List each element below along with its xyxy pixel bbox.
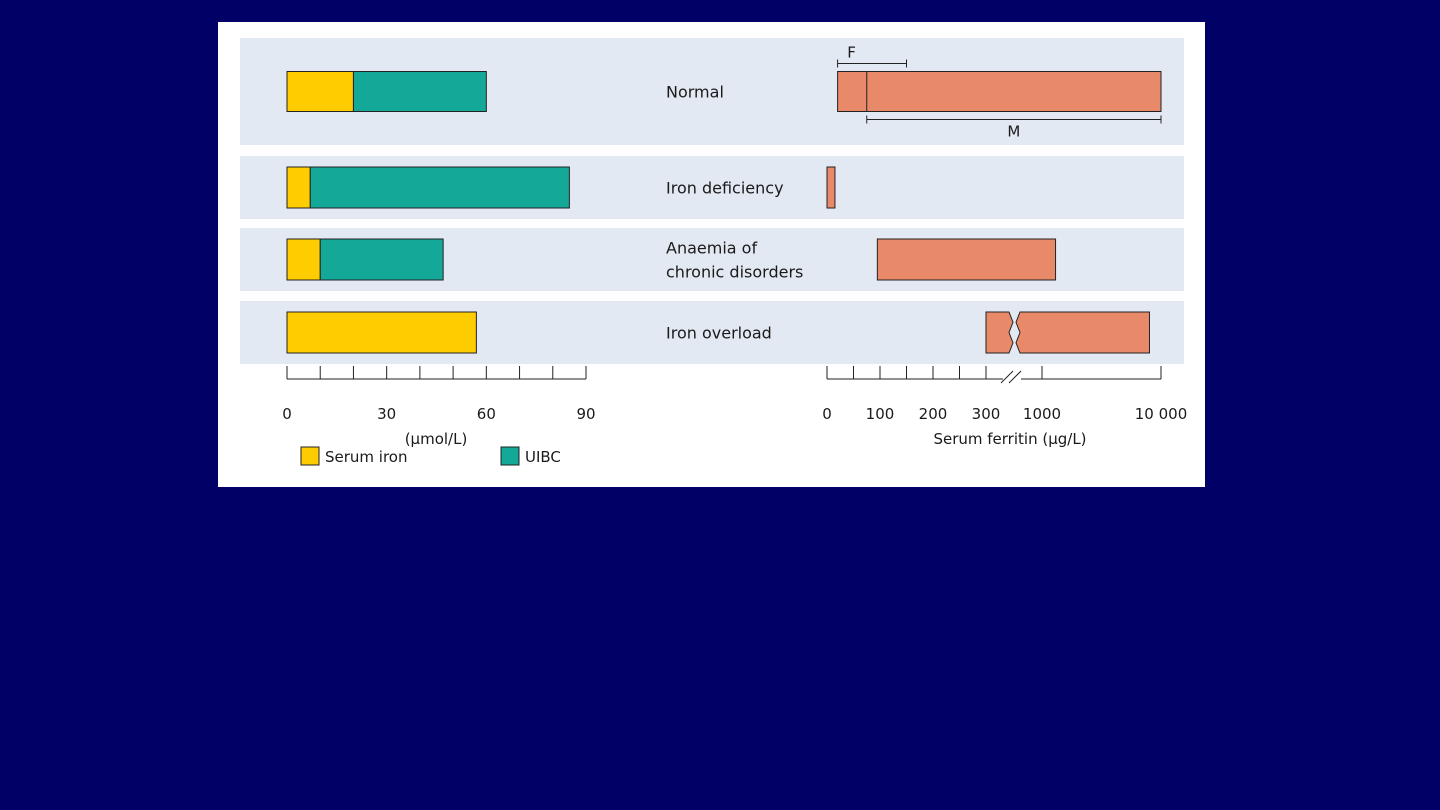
right-axis-break-mark	[1008, 370, 1022, 384]
right-tick-label: 200	[919, 405, 948, 423]
category-label-normal: Normal	[666, 83, 724, 102]
chart-canvas: Normal Iron deficiency Anaemia of chronic d…	[240, 38, 1188, 466]
legend-label-serum-iron: Serum iron	[325, 448, 408, 466]
category-label-line: Iron overload	[666, 324, 772, 343]
bar-serum-iron-normal	[286, 71, 354, 112]
category-label-iron-overload: Iron overload	[666, 324, 772, 343]
category-label-line: Anaemia of	[666, 239, 757, 258]
reference-range-label-f: F	[847, 44, 856, 62]
ferritin-iron-chart: Normal Iron deficiency Anaemia of chronic d…	[218, 22, 1205, 487]
right-axis-break-mark	[1000, 370, 1014, 384]
right-axis-label: Serum ferritin (µg/L)	[933, 430, 1086, 448]
left-tick-label: 90	[576, 405, 595, 423]
ferritin-bar-iron-deficiency	[826, 166, 836, 209]
bar-uibc-normal	[352, 71, 487, 112]
right-tick-label: 10 000	[1135, 405, 1188, 423]
category-label-line: Iron deficiency	[666, 179, 784, 198]
bar-serum-iron-iron-overload	[286, 311, 477, 354]
legend-label-uibc: UIBC	[525, 448, 561, 466]
legend-swatch-serum-iron	[300, 446, 320, 466]
category-label-line: Normal	[666, 83, 724, 102]
bar-uibc-iron-deficiency	[309, 166, 570, 209]
ferritin-bar-iron-overload-low	[985, 311, 1014, 354]
bar-serum-iron-anaemia-of-chronic-disorders	[286, 238, 321, 281]
bar-uibc-anaemia-of-chronic-disorders	[319, 238, 444, 281]
ferritin-bar-iron-overload-high	[1015, 311, 1150, 354]
right-tick-label: 1000	[1023, 405, 1061, 423]
legend-swatch-uibc	[500, 446, 520, 466]
category-label-anaemia-of-chronic-disorders: Anaemia of chronic disorders	[666, 239, 803, 282]
ferritin-bar-anaemia-of-chronic-disorders	[876, 238, 1057, 281]
reference-range-label-m: M	[1007, 123, 1020, 141]
left-tick-label: 60	[477, 405, 496, 423]
left-tick-label: 0	[282, 405, 292, 423]
category-label-iron-deficiency: Iron deficiency	[666, 179, 784, 198]
category-label-line: chronic disorders	[666, 263, 803, 282]
right-tick-label: 0	[822, 405, 832, 423]
left-tick-label: 30	[377, 405, 396, 423]
left-axis-label: (µmol/L)	[405, 430, 468, 448]
ferritin-bar-normal	[837, 71, 1162, 112]
bar-serum-iron-iron-deficiency	[286, 166, 311, 209]
right-tick-label: 100	[866, 405, 895, 423]
right-tick-label: 300	[972, 405, 1001, 423]
